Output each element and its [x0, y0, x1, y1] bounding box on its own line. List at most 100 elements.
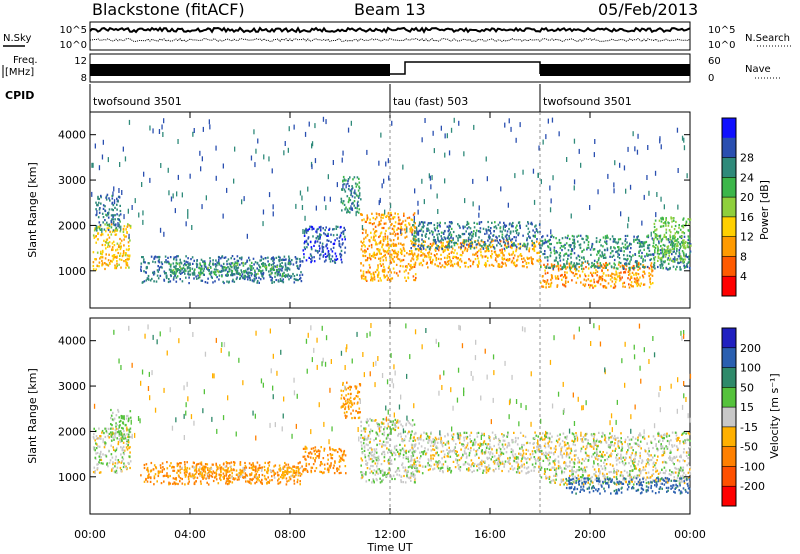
- range-gate-cell: [229, 265, 232, 268]
- range-gate-cell: [676, 239, 678, 242]
- range-gate-cell: [492, 234, 494, 237]
- range-gate-cell: [201, 475, 203, 479]
- range-gate-cell: [271, 479, 273, 482]
- range-gate-cell: [592, 264, 595, 267]
- range-gate-cell: [437, 230, 440, 233]
- range-gate-cell: [111, 424, 113, 427]
- range-gate-cell: [189, 273, 192, 276]
- range-gate-cell: [343, 235, 346, 238]
- range-gate-cell: [179, 272, 182, 275]
- range-gate-cell: [400, 229, 402, 234]
- range-gate-cell: [501, 261, 503, 264]
- range-gate-cell: [288, 278, 290, 281]
- range-gate-cell: [688, 223, 691, 226]
- range-gate-cell: [197, 462, 199, 466]
- range-gate-cell: [101, 256, 104, 259]
- range-gate-cell: [473, 247, 476, 250]
- range-gate-cell: [311, 466, 314, 469]
- nsky-trace: [89, 26, 691, 34]
- range-gate-cell: [393, 445, 396, 448]
- range-gate-cell: [564, 271, 566, 274]
- range-gate-cell: [202, 474, 204, 477]
- range-gate-cell: [124, 235, 126, 238]
- range-gate-cell: [219, 257, 222, 260]
- range-gate-cell: [385, 244, 388, 247]
- range-gate-cell: [269, 268, 272, 271]
- range-gate-cell: [221, 270, 223, 273]
- range-gate-cell: [123, 437, 125, 440]
- range-gate-cell: [202, 273, 205, 276]
- range-gate-cell: [117, 410, 120, 413]
- range-gate-cell: [306, 455, 309, 458]
- range-gate-cell: [174, 208, 176, 214]
- range-gate-cell: [159, 227, 162, 233]
- range-gate-cell: [475, 246, 478, 249]
- range-gate-cell: [418, 240, 420, 243]
- range-gate-cell: [279, 469, 282, 472]
- range-gate-cell: [192, 272, 195, 275]
- range-gate-cell: [497, 265, 499, 268]
- range-gate-cell: [402, 246, 405, 249]
- range-gate-cell: [227, 258, 230, 261]
- range-gate-cell: [375, 234, 377, 237]
- station-title: Blackstone (fitACF): [92, 0, 245, 19]
- range-gate-cell: [146, 468, 148, 471]
- range-gate-cell: [125, 266, 127, 269]
- range-gate-cell: [534, 231, 536, 234]
- range-gate-cell: [456, 262, 458, 265]
- range-gate-cell: [661, 249, 663, 252]
- range-gate-cell: [665, 251, 667, 254]
- range-gate-cell: [605, 264, 607, 267]
- range-gate-cell: [289, 466, 291, 469]
- range-gate-cell: [292, 263, 295, 266]
- range-gate-cell: [224, 465, 227, 469]
- range-gate-cell: [146, 480, 149, 483]
- range-gate-cell: [327, 454, 329, 457]
- range-gate-cell: [579, 234, 582, 237]
- range-gate-cell: [350, 412, 352, 415]
- range-gate-cell: [281, 274, 284, 277]
- range-gate-cell: [561, 278, 563, 281]
- range-gate-cell: [115, 233, 118, 236]
- range-gate-cell: [434, 229, 436, 232]
- range-gate-cell: [436, 247, 439, 250]
- range-gate-cell: [346, 411, 348, 414]
- range-gate-cell: [218, 256, 220, 259]
- range-gate-cell: [464, 198, 466, 204]
- range-gate-cell: [595, 237, 598, 240]
- range-gate-cell: [183, 469, 186, 472]
- range-gate-cell: [185, 264, 188, 267]
- range-gate-cell: [539, 230, 541, 233]
- range-gate-cell: [277, 271, 280, 274]
- range-gate-cell: [513, 242, 515, 245]
- range-gate-cell: [654, 170, 657, 176]
- range-gate-cell: [397, 257, 399, 260]
- range-gate-cell: [125, 254, 127, 257]
- nave-label: Nave: [745, 64, 771, 75]
- range-gate-cell: [542, 279, 545, 282]
- range-gate-cell: [584, 275, 587, 278]
- range-gate-cell: [413, 265, 416, 268]
- range-gate-cell: [364, 275, 367, 279]
- range-gate-cell: [514, 173, 516, 179]
- range-gate-cell: [409, 449, 411, 452]
- range-gate-cell: [268, 192, 271, 198]
- range-gate-cell: [651, 265, 653, 268]
- range-gate-cell: [367, 256, 369, 260]
- range-gate-cell: [189, 474, 191, 477]
- range-gate-cell: [519, 245, 522, 248]
- range-gate-cell: [435, 241, 437, 244]
- range-gate-cell: [448, 255, 451, 259]
- range-gate-cell: [438, 223, 441, 226]
- range-gate-cell: [437, 265, 440, 268]
- range-gate-cell: [425, 235, 427, 238]
- range-gate-cell: [573, 247, 575, 250]
- range-gate-cell: [205, 477, 207, 480]
- range-gate-cell: [507, 259, 509, 262]
- range-gate-cell: [342, 200, 345, 203]
- range-gate-cell: [668, 222, 670, 225]
- range-gate-cell: [635, 278, 637, 281]
- range-gate-cell: [185, 255, 187, 258]
- range-gate-cell: [613, 277, 616, 280]
- range-gate-cell: [635, 260, 637, 263]
